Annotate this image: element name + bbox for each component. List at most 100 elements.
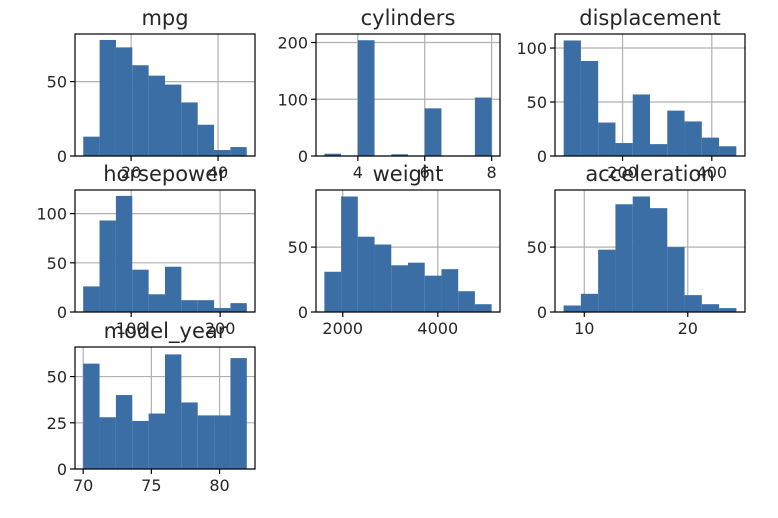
subplot-displacement: 200 400 0 50 100 displacement — [516, 6, 746, 182]
x-tick-label: 75 — [141, 476, 161, 495]
x-tick-label: 2000 — [322, 319, 363, 338]
histogram-bar — [474, 97, 492, 156]
y-tick-label: 200 — [277, 34, 308, 53]
subplot-horsepower: 100 200 0 50 100 horsepower — [36, 162, 256, 338]
histogram-bar — [667, 110, 685, 156]
histogram-bar — [719, 146, 737, 156]
histogram-bar — [165, 266, 182, 312]
y-tick-label: 0 — [537, 147, 547, 166]
histogram-bar — [632, 196, 650, 312]
histogram-bar — [408, 262, 425, 312]
histogram-bar — [148, 294, 165, 312]
histogram-bar — [357, 236, 375, 312]
y-tick-label: 50 — [47, 73, 67, 92]
histogram-bar — [115, 395, 133, 469]
histogram-bar — [341, 196, 358, 312]
y-tick-label: 50 — [527, 93, 547, 112]
axes-frame — [315, 189, 501, 313]
histogram-bar — [181, 102, 198, 156]
x-tick-label: 200 — [607, 163, 638, 182]
histogram-bar — [132, 65, 149, 156]
histogram-bar — [615, 204, 633, 312]
x-tick-label: 100 — [116, 319, 147, 338]
axes-frame — [554, 189, 746, 313]
histogram-bar — [83, 286, 100, 312]
subplot-title: weight — [373, 162, 444, 186]
histogram-bar — [650, 144, 668, 156]
histogram-bar — [230, 303, 247, 312]
histogram-bar — [598, 122, 616, 156]
histogram-bar — [99, 220, 116, 312]
histogram-bar — [580, 293, 599, 312]
axes-frame — [315, 33, 501, 157]
histogram-bar — [214, 308, 231, 312]
histogram-bar — [391, 265, 408, 312]
subplot-model-year: 70 75 80 0 25 50 model_year — [47, 319, 256, 495]
subplot-title: model_year — [104, 319, 227, 344]
histogram-bar — [458, 291, 475, 312]
histogram-bar — [99, 417, 116, 469]
x-tick-label: 70 — [73, 476, 93, 495]
histogram-bar — [197, 415, 215, 469]
histogram-bar — [719, 308, 737, 312]
y-tick-label: 25 — [47, 414, 67, 433]
histogram-bar — [181, 402, 198, 469]
histogram-bar — [214, 150, 231, 156]
x-tick-label: 4000 — [417, 319, 458, 338]
histogram-bar — [115, 47, 133, 156]
histogram-bar — [214, 415, 231, 469]
histogram-bar — [563, 305, 581, 312]
histogram-bar — [391, 154, 408, 156]
histogram-bar — [374, 244, 392, 312]
histogram-bar — [650, 208, 668, 312]
histogram-bar — [580, 60, 599, 156]
histogram-bar — [132, 269, 149, 312]
axes-frame — [74, 33, 256, 157]
subplot-title: displacement — [579, 6, 721, 30]
x-tick-label: 200 — [205, 319, 236, 338]
histogram-bar — [83, 136, 100, 156]
histogram-bar — [165, 84, 182, 156]
x-tick-label: 20 — [678, 319, 698, 338]
histogram-bar — [148, 75, 165, 156]
axes-frame — [74, 346, 256, 470]
histogram-bar — [197, 124, 215, 156]
x-tick-label: 400 — [697, 163, 728, 182]
axes-frame — [74, 189, 256, 313]
histogram-bar — [441, 269, 459, 312]
subplot-title: acceleration — [585, 162, 714, 186]
histogram-bar — [132, 420, 149, 469]
subplot-title: horsepower — [103, 162, 227, 186]
histogram-bar — [181, 300, 198, 312]
subplot-cylinders: 4 6 8 0 100 200 cylinders — [277, 6, 501, 182]
histogram-bar — [701, 137, 720, 156]
histogram-bar — [424, 108, 442, 156]
histogram-bar — [474, 304, 492, 312]
x-tick-label: 8 — [487, 163, 497, 182]
histogram-bar — [99, 39, 116, 156]
y-tick-label: 100 — [516, 39, 547, 58]
histogram-bar — [701, 304, 720, 312]
histogram-bar — [197, 300, 215, 312]
x-tick-label: 80 — [209, 476, 229, 495]
histogram-bar — [667, 247, 685, 312]
histogram-bar — [684, 295, 702, 312]
y-tick-label: 0 — [537, 303, 547, 322]
histogram-bar — [148, 413, 165, 469]
y-tick-label: 0 — [298, 147, 308, 166]
y-tick-label: 0 — [57, 303, 67, 322]
histogram-bar — [357, 40, 375, 156]
histogram-bar — [230, 358, 247, 469]
subplot-title: cylinders — [361, 6, 456, 30]
subplot-mpg: 20 40 0 50 mpg — [47, 6, 256, 182]
histogram-bar — [230, 147, 247, 156]
histogram-bar — [324, 153, 342, 156]
x-tick-label: 20 — [121, 163, 141, 182]
x-tick-label: 6 — [420, 163, 430, 182]
histogram-bar — [684, 121, 702, 156]
y-tick-label: 100 — [277, 90, 308, 109]
histogram-bar — [615, 143, 633, 156]
y-tick-label: 50 — [47, 254, 67, 273]
histogram-bar — [324, 271, 342, 312]
